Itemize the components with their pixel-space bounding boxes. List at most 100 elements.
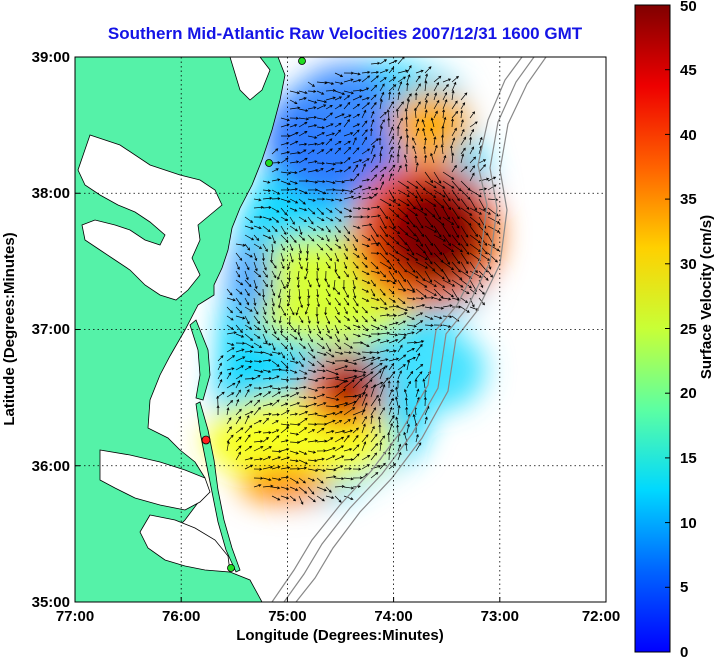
- velocity-vector: [403, 388, 408, 398]
- velocity-vector: [289, 477, 300, 484]
- velocity-vector: [352, 164, 359, 173]
- velocity-vector: [406, 65, 412, 74]
- velocity-vector: [352, 261, 359, 269]
- velocity-vector: [298, 486, 308, 494]
- velocity-vector: [325, 180, 336, 185]
- velocity-vector: [262, 324, 268, 334]
- velocity-vector: [352, 356, 367, 362]
- velocity-vector: [406, 243, 415, 256]
- velocity-vector: [325, 419, 336, 425]
- velocity-vector: [388, 91, 392, 101]
- velocity-vector: [441, 125, 445, 137]
- velocity-west-blue: [228, 240, 272, 320]
- velocity-vector: [253, 324, 260, 331]
- velocity-vector: [289, 351, 295, 361]
- velocity-vector: [469, 261, 478, 274]
- velocity-vector: [379, 119, 385, 128]
- velocity-vector: [396, 379, 400, 388]
- velocity-vector: [289, 140, 299, 146]
- velocity-vector: [352, 416, 357, 425]
- velocity-vector: [307, 439, 319, 443]
- velocity-vector: [287, 288, 291, 299]
- velocity-vector: [217, 391, 225, 398]
- velocity-vector: [280, 198, 291, 203]
- velocity-vector: [280, 261, 285, 270]
- velocity-vector: [334, 411, 343, 416]
- velocity-vector: [271, 225, 278, 233]
- velocity-vector: [352, 467, 362, 471]
- velocity-vector: [405, 82, 409, 92]
- velocity-vector: [451, 234, 461, 246]
- velocity-vector: [361, 351, 373, 355]
- velocity-vector: [216, 395, 220, 407]
- velocity-vector: [262, 456, 272, 461]
- velocity-vector: [388, 297, 396, 303]
- grid: [75, 57, 606, 602]
- velocity-vector: [235, 389, 241, 398]
- velocity-vector: [307, 135, 318, 139]
- velocity-vector: [370, 225, 379, 238]
- velocity-vector: [361, 393, 368, 407]
- x-tick-label: 76:00: [162, 608, 200, 625]
- velocity-vector: [271, 297, 275, 307]
- velocity-vector: [424, 171, 434, 184]
- velocity-vector: [424, 243, 433, 256]
- velocity-vector: [415, 303, 426, 308]
- velocity-vector: [253, 315, 261, 325]
- velocity-vector: [404, 163, 408, 173]
- velocity-vector: [397, 443, 402, 452]
- velocity-vector: [316, 439, 328, 443]
- y-axis-label: Latitude (Degrees:Minutes): [1, 232, 18, 425]
- velocity-vector: [226, 347, 235, 353]
- velocity-vector: [280, 386, 289, 390]
- velocity-vector: [289, 459, 299, 463]
- velocity-vector: [379, 98, 383, 110]
- velocity-vector: [244, 225, 254, 230]
- velocity-vector: [442, 154, 447, 164]
- velocity-vector: [487, 184, 497, 191]
- velocity-vector: [325, 324, 330, 334]
- velocity-vector: [316, 422, 328, 426]
- velocity-vector: [404, 116, 408, 128]
- velocity-vector: [271, 342, 276, 351]
- velocity-vector: [343, 114, 352, 119]
- velocity-vector: [307, 279, 312, 288]
- velocity-vector: [325, 430, 335, 434]
- velocity-vector: [289, 306, 295, 316]
- velocity-vector: [361, 215, 371, 219]
- velocity-vector: [334, 243, 342, 249]
- velocity-vector: [332, 279, 336, 291]
- velocity-vector: [262, 216, 273, 221]
- velocity-vector: [217, 371, 223, 380]
- velocity-vector: [361, 129, 368, 137]
- velocity-vector: [361, 261, 368, 269]
- velocity-vector: [424, 207, 436, 218]
- velocity-vector: [388, 146, 393, 155]
- velocity-vector: [352, 206, 362, 210]
- velocity-vector: [433, 75, 442, 83]
- velocity-vector: [430, 152, 435, 164]
- velocity-vector: [280, 378, 290, 382]
- velocity-vector: [307, 450, 317, 454]
- velocity-vector: [395, 386, 399, 398]
- velocity-vector: [395, 396, 399, 407]
- velocity-vector: [415, 442, 422, 452]
- velocity-vector: [226, 372, 232, 380]
- velocity-vector: [343, 118, 350, 128]
- velocity-vector: [271, 148, 279, 155]
- velocity-vector: [289, 180, 298, 185]
- velocity-vector: [397, 306, 408, 312]
- velocity-vector: [469, 216, 481, 226]
- x-tick-labels: 77:00 76:00 75:00 74:00 73:00 72:00: [56, 608, 620, 625]
- velocity-vector: [379, 152, 383, 164]
- velocity-vector: [379, 261, 392, 270]
- velocity-vector: [361, 207, 371, 211]
- velocity-vector: [379, 225, 388, 238]
- velocity-vector: [361, 96, 370, 101]
- velocity-vector: [415, 320, 424, 326]
- velocity-vector: [262, 477, 272, 482]
- velocity-vector: [379, 407, 385, 416]
- velocity-vector: [451, 189, 460, 202]
- velocity-vector: [379, 207, 388, 220]
- colorbar-tick-label: 30: [680, 256, 697, 273]
